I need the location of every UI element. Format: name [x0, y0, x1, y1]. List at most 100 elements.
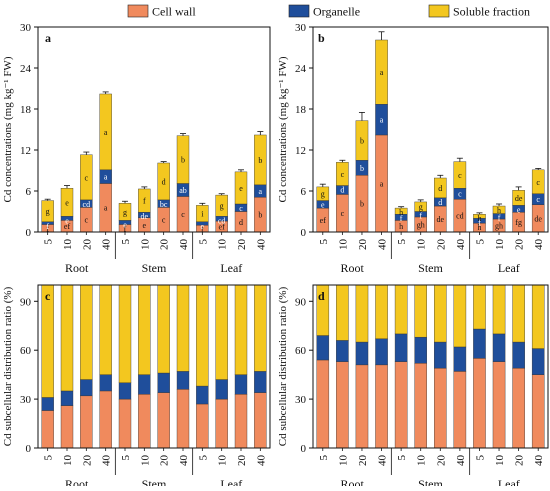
bar-c-10-0: [234, 394, 248, 449]
xtick-label-b-5: 10: [416, 239, 428, 251]
bar-d-1-1: [336, 340, 349, 362]
ytick-label-b-0: 0: [301, 227, 307, 239]
sig-label-b-4-2: h: [399, 208, 403, 217]
sig-label-a-11-1: a: [259, 187, 263, 196]
xtick-label-d-2: 20: [357, 455, 369, 467]
sig-label-a-2-2: c: [85, 173, 89, 182]
legend-swatch-0: [127, 4, 149, 18]
sig-label-a-10-2: e: [239, 184, 243, 193]
xtick-label-b-9: 10: [494, 238, 506, 250]
bar-c-1-2: [60, 284, 74, 392]
sig-label-a-6-0: c: [162, 216, 166, 225]
y-axis-label-c: Cd subcellular distribution ratio (%): [2, 286, 14, 446]
bar-d-4-2: [394, 284, 408, 335]
sig-label-b-4-1: f: [400, 214, 403, 223]
bar-d-11-0: [531, 374, 545, 449]
bar-c-4-2: [118, 284, 132, 384]
xtick-label-b-10: 20: [514, 239, 526, 251]
sig-label-b-5-1: f: [419, 212, 422, 221]
bar-c-1-1: [60, 390, 74, 406]
ytick-label-a-2: 12: [20, 145, 31, 157]
xtick-label-a-5: 10: [139, 239, 151, 251]
group-label-c-2: Leaf: [220, 477, 242, 486]
ytick-label-b-1: 6: [301, 186, 307, 198]
sig-label-a-4-0: f: [124, 224, 127, 233]
bar-c-3-1: [99, 374, 112, 392]
sig-label-a-7-2: b: [181, 156, 185, 165]
xtick-label-b-11: 40: [533, 239, 545, 251]
bar-c-4-1: [118, 382, 132, 400]
sig-label-a-11-2: b: [258, 156, 262, 165]
xtick-label-b-7: 40: [455, 239, 467, 251]
sig-label-b-1-0: c: [341, 209, 345, 218]
panel-letter-a: a: [45, 31, 51, 45]
sig-label-b-11-2: c: [536, 178, 540, 187]
bar-c-10-1: [234, 374, 248, 395]
sig-label-b-0-1: e: [321, 201, 325, 210]
group-label-a-2: Leaf: [220, 261, 242, 275]
bar-d-7-1: [453, 346, 467, 372]
xtick-label-d-9: 10: [494, 454, 506, 466]
group-label-a-0: Root: [65, 261, 89, 275]
bar-c-6-1: [157, 372, 170, 393]
sig-label-a-7-0: c: [181, 210, 185, 219]
bar-d-8-0: [473, 358, 486, 449]
sig-label-a-0-0: f: [46, 224, 49, 233]
bar-d-3-2: [375, 284, 388, 339]
sig-label-b-3-0: a: [380, 179, 384, 188]
sig-label-b-8-0: h: [477, 223, 481, 232]
bar-d-6-2: [434, 284, 447, 343]
sig-label-b-2-0: b: [360, 200, 364, 209]
sig-label-b-11-1: c: [536, 195, 540, 204]
bar-d-3-0: [375, 364, 388, 449]
xtick-label-c-0: 5: [43, 455, 55, 461]
xtick-label-d-10: 20: [514, 455, 526, 467]
bar-c-9-0: [215, 398, 228, 449]
sig-label-a-10-0: d: [239, 218, 243, 227]
xtick-label-a-10: 20: [236, 239, 248, 251]
xtick-label-d-11: 40: [533, 455, 545, 467]
legend-label-1: Organelle: [313, 5, 360, 19]
panel-letter-b: b: [318, 31, 325, 45]
sig-label-b-1-2: c: [341, 170, 345, 179]
bar-c-11-2: [254, 284, 267, 372]
sig-label-a-7-1: ab: [179, 186, 187, 195]
bar-c-6-2: [157, 284, 170, 374]
xtick-label-a-6: 20: [159, 239, 171, 251]
sig-label-a-11-0: b: [258, 211, 262, 220]
y-axis-label-a: Cd concentrations (mg kg⁻¹ FW): [2, 56, 14, 202]
bar-c-2-0: [80, 395, 93, 449]
sig-label-a-1-1: e: [65, 216, 69, 225]
xtick-label-b-3: 40: [377, 239, 389, 251]
xtick-label-c-10: 20: [236, 455, 248, 467]
ytick-label-c-3: 90: [20, 296, 32, 308]
group-label-b-0: Root: [340, 261, 364, 275]
bar-c-7-2: [176, 284, 190, 372]
panels: ffgefeeccdcaaafegedefcbcdcabbfeiefcdgdce…: [2, 22, 549, 491]
plot-frame-d: [312, 284, 549, 449]
bar-d-1-2: [336, 284, 349, 341]
sig-label-b-2-2: b: [360, 136, 364, 145]
bar-d-8-2: [473, 284, 486, 330]
ytick-label-a-3: 18: [20, 104, 32, 116]
xtick-label-d-6: 20: [435, 455, 447, 467]
bar-d-10-0: [512, 367, 525, 449]
xtick-label-a-0: 5: [43, 239, 55, 245]
bar-c-5-1: [138, 374, 151, 395]
panel-b: efegcdcbbbaaahfhghfgdeddcdcchfhghfhfgede…: [277, 22, 549, 275]
xtick-label-a-3: 40: [101, 239, 113, 251]
bar-d-11-2: [531, 284, 545, 349]
ytick-label-c-0: 0: [26, 443, 32, 455]
xtick-label-c-3: 40: [101, 455, 113, 467]
bar-c-7-1: [176, 371, 190, 390]
xtick-label-c-9: 10: [217, 455, 229, 467]
bar-d-9-2: [492, 284, 506, 335]
bar-c-8-2: [196, 284, 209, 387]
sig-label-b-3-2: a: [380, 68, 384, 77]
ytick-label-a-1: 6: [26, 186, 32, 198]
sig-label-b-8-2: h: [477, 214, 481, 223]
bar-d-5-0: [414, 363, 427, 449]
bar-d-11-1: [531, 348, 545, 375]
legend-label-0: Cell wall: [152, 5, 196, 19]
